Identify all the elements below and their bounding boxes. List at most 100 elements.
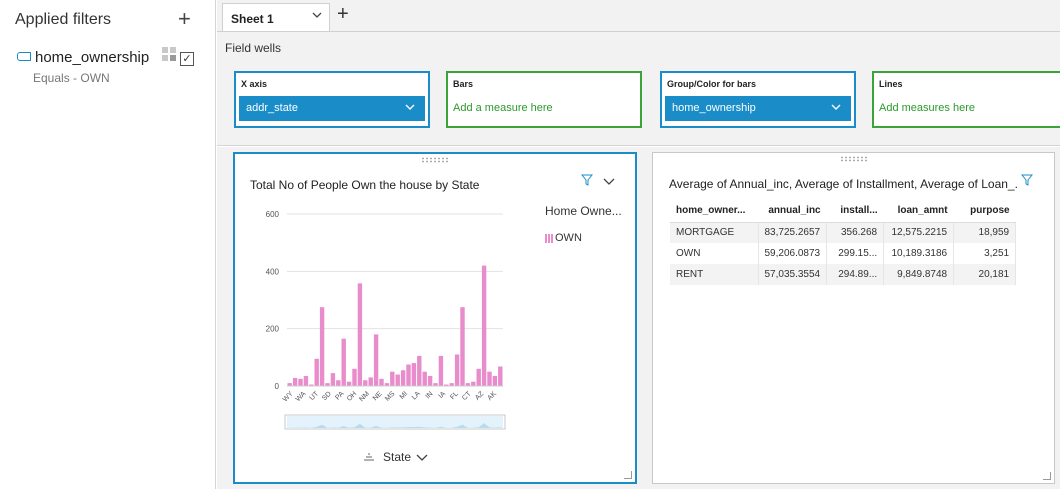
table-row[interactable]: RENT 57,035.3554 294.89... 9,849.8748 20…: [670, 264, 1017, 285]
bar[interactable]: [471, 381, 476, 386]
x-axis-field-label: State: [383, 450, 412, 464]
add-filter-plus-icon[interactable]: +: [178, 6, 191, 31]
bar[interactable]: [363, 380, 368, 386]
column-header[interactable]: install...: [826, 200, 884, 223]
bar[interactable]: [346, 381, 352, 386]
table-cell: OWN: [670, 243, 759, 264]
bar[interactable]: [352, 368, 357, 386]
bar[interactable]: [341, 338, 346, 386]
legend-title: Home Owne...: [545, 204, 622, 218]
bar[interactable]: [422, 371, 427, 386]
bar[interactable]: [330, 373, 336, 386]
tab-sheet-1[interactable]: Sheet 1: [222, 3, 330, 31]
bar[interactable]: [465, 383, 471, 386]
column-header[interactable]: loan_amnt: [883, 200, 954, 223]
bar[interactable]: [481, 265, 487, 386]
scrollbar-preview: [287, 423, 503, 428]
drag-handle[interactable]: [421, 157, 449, 163]
bar[interactable]: [395, 374, 400, 386]
bar[interactable]: [298, 378, 303, 386]
add-measure-placeholder[interactable]: Add a measure here: [453, 102, 553, 114]
add-measures-placeholder[interactable]: Add measures here: [879, 102, 975, 114]
select-value: home_ownership: [672, 102, 756, 114]
bar[interactable]: [384, 383, 390, 386]
bar[interactable]: [417, 355, 422, 386]
table-cell: 59,206.0873: [758, 243, 828, 264]
bar[interactable]: [406, 364, 411, 387]
x-axis-well[interactable]: X axis addr_state: [234, 71, 430, 128]
table-row[interactable]: OWN 59,206.0873 299.15... 10,189.3186 3,…: [670, 243, 1017, 264]
bar[interactable]: [336, 380, 341, 386]
drag-handle[interactable]: [839, 156, 868, 162]
bar[interactable]: [492, 375, 498, 386]
table-cell: 294.89...: [826, 264, 885, 285]
bar[interactable]: [314, 358, 319, 386]
table-header-row: home_owner... annual_inc install... loan…: [670, 200, 1016, 223]
chart-scrollbar[interactable]: [287, 416, 503, 428]
bar[interactable]: [390, 371, 395, 386]
table-cell: 83,725.2657: [758, 222, 828, 243]
column-header[interactable]: purpose: [953, 200, 1016, 223]
grid-icon[interactable]: [162, 47, 176, 61]
bar[interactable]: [303, 375, 309, 386]
bar[interactable]: [444, 384, 449, 386]
x-tick-label: MI: [399, 390, 409, 400]
chevron-down-icon[interactable]: [416, 451, 428, 463]
table-cell: 299.15...: [826, 243, 885, 264]
bar[interactable]: [411, 363, 417, 386]
bar[interactable]: [292, 377, 298, 386]
table-cell: 10,189.3186: [883, 243, 955, 264]
bar[interactable]: [309, 384, 314, 386]
filter-funnel-icon[interactable]: [581, 174, 593, 186]
bar[interactable]: [449, 383, 454, 386]
bar[interactable]: [325, 383, 330, 386]
resize-handle[interactable]: [624, 471, 632, 479]
bar[interactable]: [487, 371, 492, 386]
bar[interactable]: [400, 370, 406, 386]
column-header[interactable]: home_owner...: [670, 200, 758, 223]
bar[interactable]: [427, 375, 433, 386]
bar[interactable]: [476, 368, 481, 386]
bar[interactable]: [460, 307, 465, 386]
bar[interactable]: [368, 377, 373, 386]
chevron-down-icon: [405, 104, 415, 110]
lines-well[interactable]: Lines Add measures here: [872, 71, 1060, 128]
y-tick-label: 200: [266, 325, 280, 334]
field-wells-title: Field wells: [225, 41, 282, 55]
filter-item[interactable]: home_ownership Equals - OWN ✓: [15, 47, 205, 88]
bar[interactable]: [373, 334, 379, 386]
visual-title: Total No of People Own the house by Stat…: [250, 178, 480, 192]
table-cell: 12,575.2215: [883, 222, 955, 243]
scrollbar-frame: [284, 414, 506, 430]
table-visual[interactable]: Average of Annual_inc, Average of Instal…: [652, 152, 1055, 484]
bars-well[interactable]: Bars Add a measure here: [446, 71, 642, 128]
bar[interactable]: [319, 307, 325, 386]
bar[interactable]: [379, 378, 384, 386]
add-sheet-plus-icon[interactable]: +: [337, 3, 349, 25]
filter-funnel-icon[interactable]: [1021, 174, 1033, 186]
bar-chart-visual[interactable]: Total No of People Own the house by Stat…: [233, 152, 637, 484]
chevron-down-icon[interactable]: [603, 175, 615, 187]
column-header[interactable]: annual_inc: [758, 200, 827, 223]
group-field-select[interactable]: home_ownership: [665, 96, 851, 121]
x-axis-field-select[interactable]: addr_state: [239, 96, 425, 121]
bar[interactable]: [438, 355, 444, 386]
table-cell: 18,959: [953, 222, 1017, 243]
bar[interactable]: [433, 383, 438, 386]
bar[interactable]: [357, 283, 363, 386]
legend-label: OWN: [555, 232, 582, 244]
bar[interactable]: [454, 354, 460, 386]
select-value: addr_state: [246, 102, 298, 114]
table-row[interactable]: MORTGAGE 83,725.2657 356.268 12,575.2215…: [670, 222, 1017, 243]
bar-chart-plot[interactable]: 0 200 400 600 WY WA UT SD PA OH NM NE MS MI LA IN IA FL CT…: [245, 204, 535, 439]
resize-handle[interactable]: [1043, 472, 1051, 480]
table-cell: MORTGAGE: [670, 222, 759, 243]
well-title: Bars: [453, 79, 474, 89]
group-color-well[interactable]: Group/Color for bars home_ownership: [660, 71, 856, 128]
chevron-down-icon[interactable]: [311, 9, 323, 21]
bar[interactable]: [498, 366, 503, 386]
filter-enabled-checkbox[interactable]: ✓: [180, 52, 194, 66]
bar[interactable]: [287, 383, 292, 386]
y-tick-label: 400: [266, 267, 280, 276]
sort-icon[interactable]: [363, 452, 375, 462]
